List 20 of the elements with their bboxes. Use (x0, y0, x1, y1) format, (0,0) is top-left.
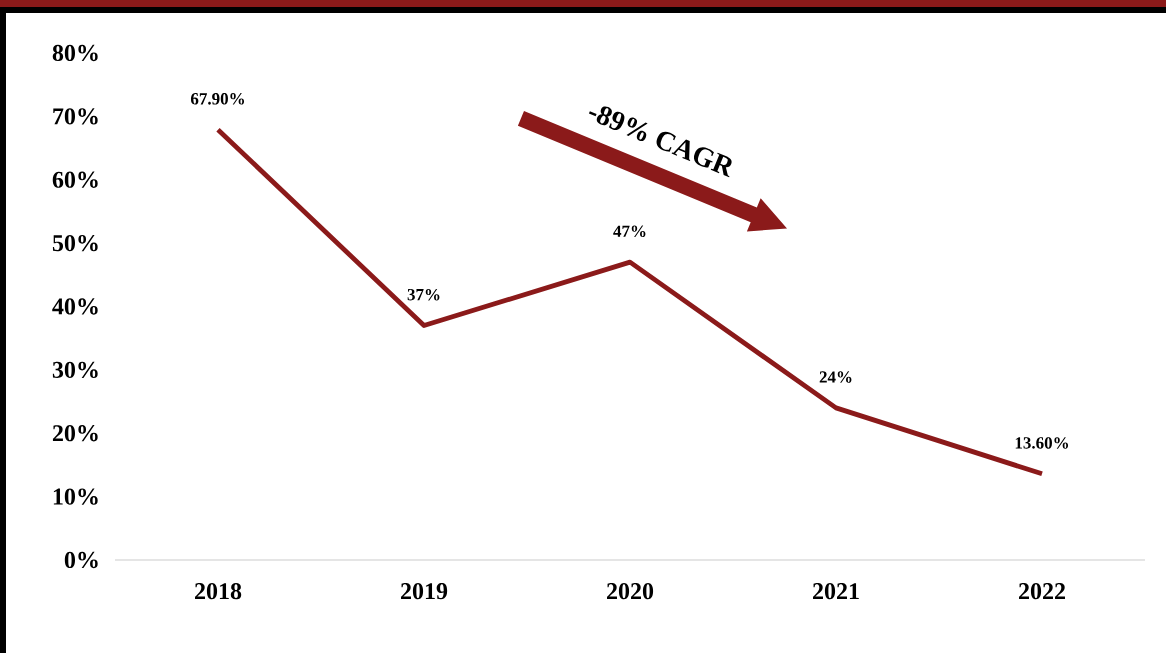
x-tick-label: 2021 (813, 583, 859, 600)
data-label: 13.60% (1015, 437, 1069, 449)
y-tick-label: 20% (52, 425, 98, 442)
data-label: 67.90% (190, 93, 245, 105)
data-label: 37% (407, 288, 440, 301)
x-tick-label: 2020 (607, 583, 654, 600)
x-tick-label: 2018 (195, 583, 242, 600)
y-tick-label: 0% (64, 551, 98, 569)
y-tick-label: 50% (52, 234, 98, 252)
data-label: 47% (613, 225, 646, 238)
y-tick-label: 40% (52, 298, 98, 315)
y-tick-label: 10% (53, 488, 98, 505)
x-tick-label: 2019 (401, 583, 448, 600)
x-tick-label: 2022 (1019, 583, 1065, 600)
y-tick-label: 30% (52, 361, 98, 379)
data-label: 24% (819, 371, 852, 383)
y-tick-label: 80% (52, 44, 98, 62)
annotation: -89% CAGR (588, 106, 732, 178)
y-tick-label: 60% (52, 171, 98, 188)
y-tick-label: 70% (53, 108, 98, 125)
